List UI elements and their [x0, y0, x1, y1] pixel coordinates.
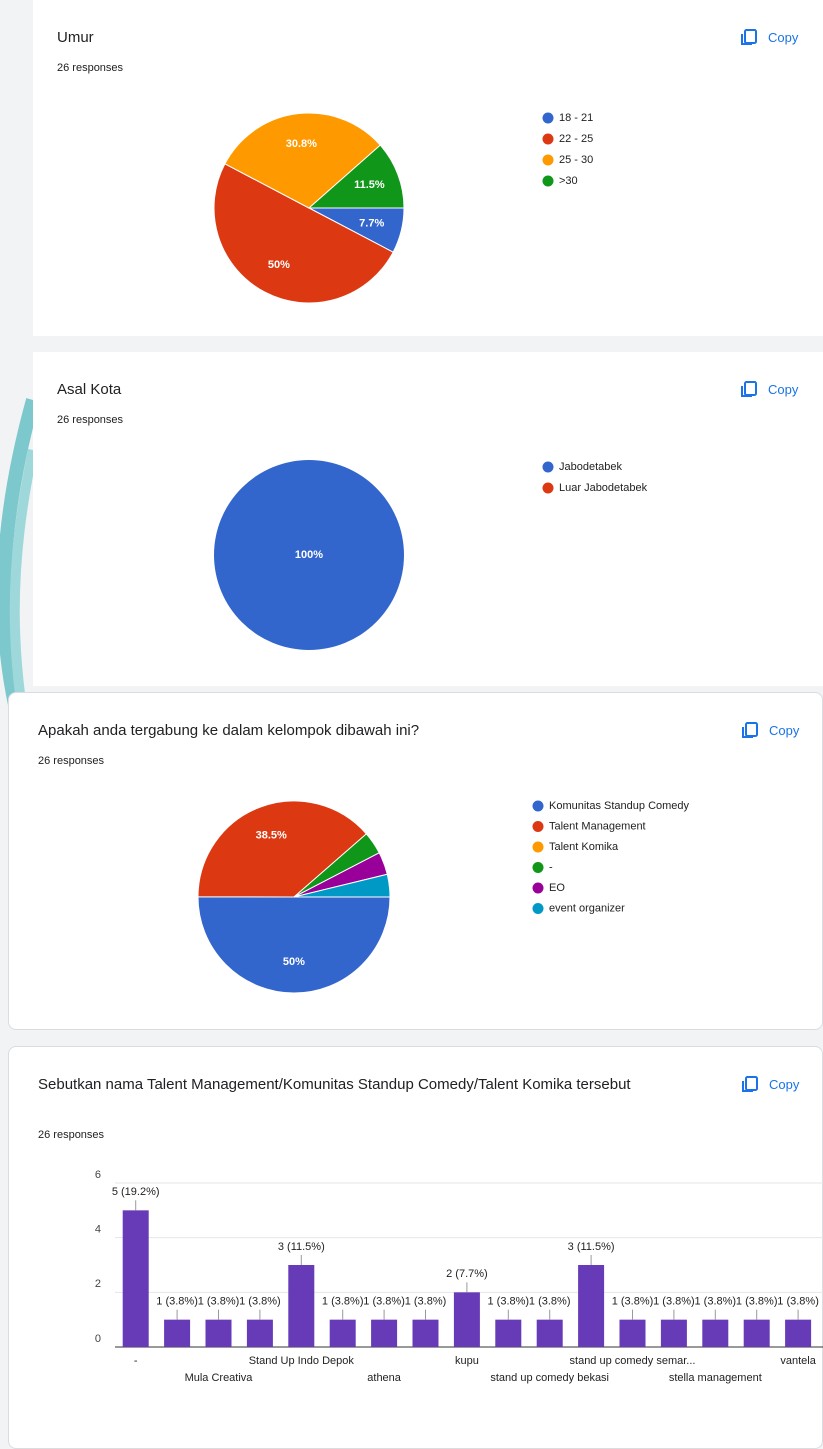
card: Apakah anda tergabung ke dalam kelompok … — [8, 692, 823, 1030]
copy-button[interactable]: Copy — [740, 28, 798, 46]
response-count: 26 responses — [38, 755, 104, 767]
copy-button[interactable]: Copy — [741, 1075, 799, 1093]
card-title: Umur — [57, 27, 717, 49]
copy-icon — [740, 380, 758, 398]
response-count: 26 responses — [57, 62, 123, 74]
card: Umur 26 responses Copy — [33, 0, 823, 336]
copy-label: Copy — [768, 30, 798, 45]
response-count: 26 responses — [38, 1129, 104, 1141]
card-title: Sebutkan nama Talent Management/Komunita… — [38, 1074, 698, 1096]
card-title: Apakah anda tergabung ke dalam kelompok … — [38, 720, 698, 742]
copy-icon — [741, 1075, 759, 1093]
copy-icon — [741, 721, 759, 739]
copy-label: Copy — [769, 723, 799, 738]
card: Asal Kota 26 responses Copy — [33, 352, 823, 686]
copy-icon — [740, 28, 758, 46]
card-title: Asal Kota — [57, 379, 717, 401]
copy-label: Copy — [769, 1077, 799, 1092]
copy-button[interactable]: Copy — [740, 380, 798, 398]
page: Umur 26 responses Copy Asal Kota 26 response… — [0, 0, 823, 1449]
copy-button[interactable]: Copy — [741, 721, 799, 739]
response-count: 26 responses — [57, 414, 123, 426]
card: Sebutkan nama Talent Management/Komunita… — [8, 1046, 823, 1449]
copy-label: Copy — [768, 382, 798, 397]
